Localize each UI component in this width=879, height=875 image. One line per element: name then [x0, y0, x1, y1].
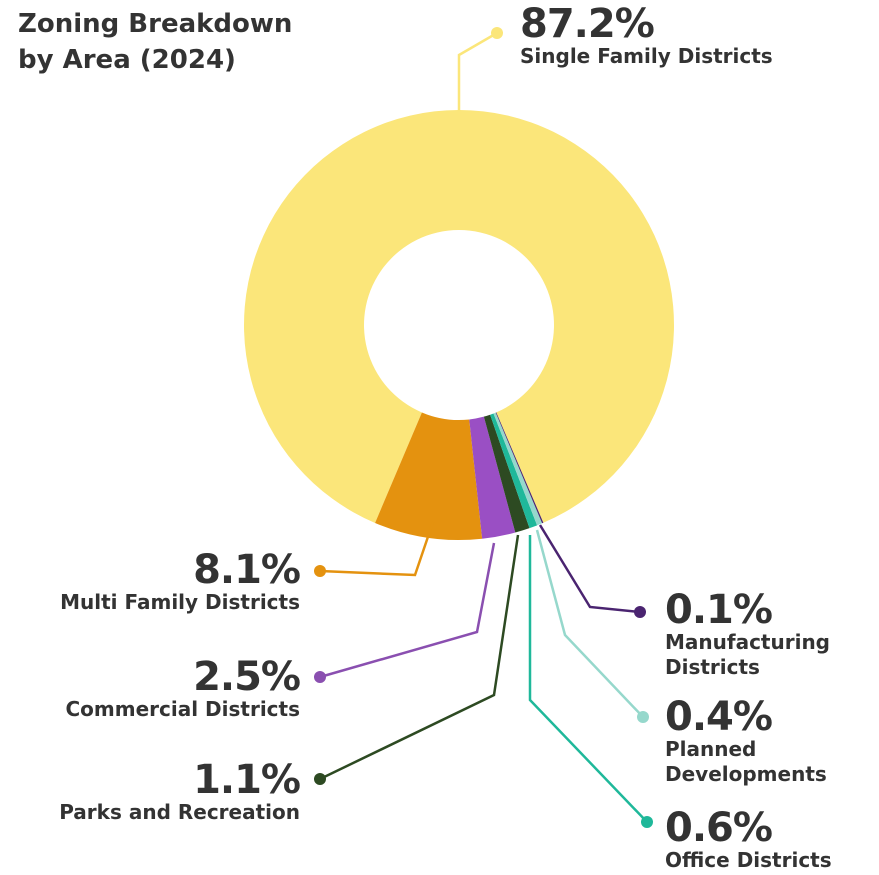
- slice-label: 0.6% Office Districts: [665, 808, 865, 873]
- leader-line: [457, 31, 498, 112]
- category-label: Parks and Recreation: [59, 800, 300, 824]
- leader-line: [535, 529, 644, 718]
- leader-line: [319, 534, 520, 781]
- slice-label: 8.1% Multi Family Districts: [0, 547, 301, 615]
- category-label: Commercial Districts: [65, 697, 300, 721]
- donut-slice: [493, 412, 543, 526]
- category-label: Office Districts: [665, 848, 832, 872]
- leader-line: [319, 542, 496, 679]
- donut-slice: [495, 412, 544, 524]
- value-label: 8.1%: [193, 547, 301, 593]
- slice-label: 1.1% Parks and Recreation: [0, 757, 301, 825]
- leader-line: [319, 521, 435, 577]
- leader-dot: [637, 711, 649, 723]
- donut-slice: [243, 109, 674, 523]
- leader-dot: [314, 671, 326, 683]
- chart-title: Zoning Breakdown by Area (2024): [18, 9, 293, 75]
- value-label: 1.1%: [193, 757, 301, 803]
- leader-dot: [314, 565, 326, 577]
- leader-line: [538, 524, 641, 614]
- category-label: Planned Developments: [665, 737, 827, 786]
- value-label: 0.1%: [665, 587, 773, 633]
- value-label: 87.2%: [520, 1, 655, 47]
- leader-dot: [491, 27, 503, 39]
- donut-slice: [490, 413, 538, 529]
- value-label: 0.4%: [665, 694, 773, 740]
- value-label: 2.5%: [193, 654, 301, 700]
- donut-slice: [375, 412, 483, 540]
- category-label: Single Family Districts: [520, 44, 773, 68]
- donut-slice: [469, 416, 516, 539]
- slice-label: 2.5% Commercial Districts: [0, 654, 301, 722]
- leader-dot: [314, 773, 326, 785]
- leader-dot: [641, 816, 653, 828]
- leader-line: [528, 535, 648, 823]
- category-label: Multi Family Districts: [60, 590, 300, 614]
- slice-label: 0.4% Planned Developments: [665, 697, 865, 787]
- value-label: 0.6%: [665, 805, 773, 851]
- slice-label: 0.1% Manufacturing Districts: [665, 590, 865, 680]
- donut-slice: [483, 414, 530, 533]
- leader-dot: [634, 606, 646, 618]
- category-label: Manufacturing Districts: [665, 630, 830, 679]
- slice-label: 87.2% Single Family Districts: [520, 4, 860, 69]
